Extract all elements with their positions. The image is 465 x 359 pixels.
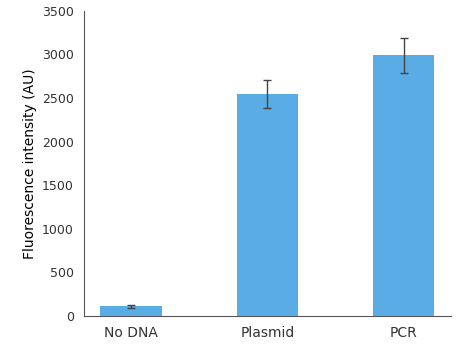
Bar [237,94,298,316]
Y-axis label: Fluorescence intensity (AU): Fluorescence intensity (AU) [22,68,37,258]
Bar [100,306,162,316]
Bar [373,55,434,316]
